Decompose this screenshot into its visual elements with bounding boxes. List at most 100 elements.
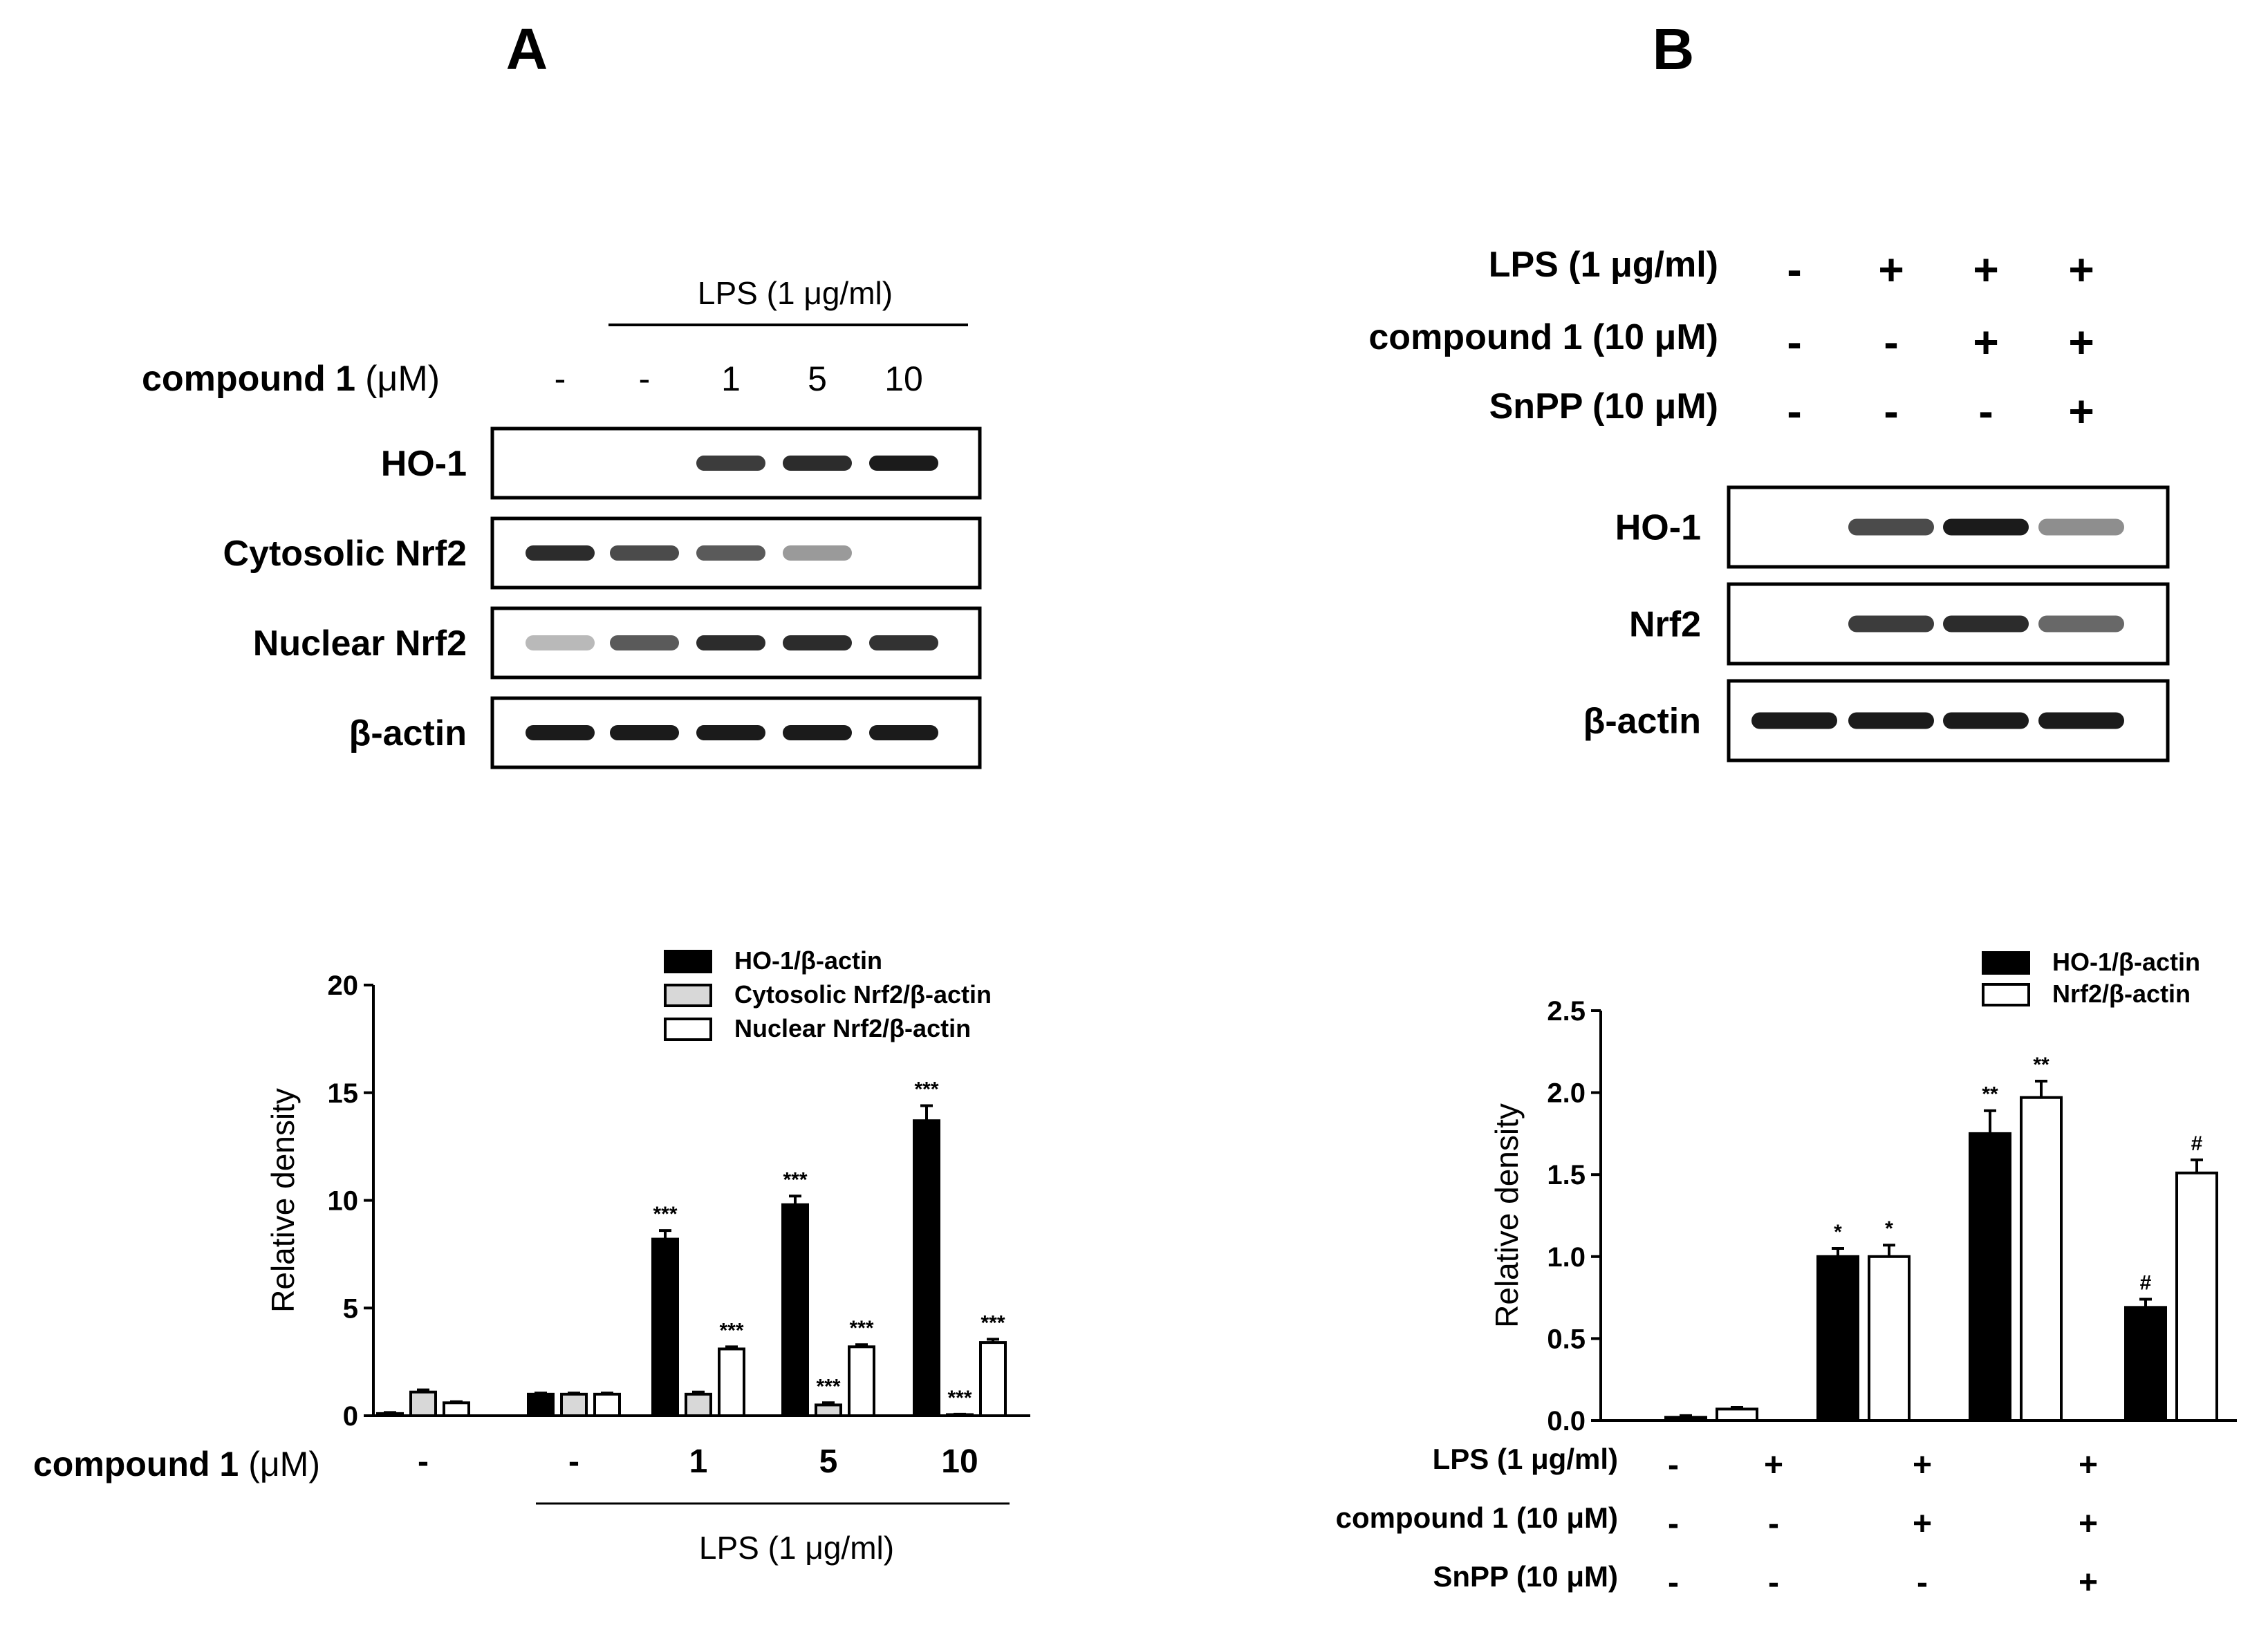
y-tick-label: 5	[343, 1293, 358, 1324]
bar	[718, 1347, 745, 1418]
blot-a-band	[526, 635, 595, 650]
y-tick-label: 2.5	[1547, 996, 1586, 1027]
y-tick-label: 1.5	[1547, 1160, 1586, 1190]
blot-b-condition-value: -	[1787, 245, 1801, 294]
legend-label: Nuclear Nrf2/β-actin	[734, 1014, 971, 1042]
blot-a-band	[696, 456, 765, 471]
chart-a-group-value: 5	[819, 1443, 838, 1480]
blot-b-band	[1943, 518, 2029, 536]
blot-a-band	[783, 456, 852, 471]
bar	[651, 1237, 679, 1417]
blot-a-band	[869, 456, 938, 471]
blot-a-band	[526, 725, 595, 740]
blot-a-lane-value: 5	[808, 359, 827, 398]
legend-label: Cytosolic Nrf2/β-actin	[734, 980, 992, 1009]
significance-label: ***	[816, 1375, 840, 1398]
bar	[848, 1345, 875, 1417]
bar	[815, 1403, 842, 1418]
bar	[2175, 1171, 2218, 1422]
bar	[593, 1392, 621, 1417]
y-tick-label: 10	[328, 1186, 359, 1217]
significance-label: ***	[980, 1311, 1005, 1334]
legend-label: HO-1/β-actin	[734, 946, 882, 975]
blot-b-condition-value: -	[1787, 317, 1801, 367]
chart-b-condition-value: -	[1668, 1506, 1679, 1542]
blot-b: LPS (1 μg/ml) - + + + compound 1 (10 μM) - - + + S…	[1368, 245, 2170, 762]
chart-b-condition-value: +	[1913, 1506, 1932, 1542]
bar	[560, 1392, 588, 1417]
bar	[1969, 1132, 2011, 1423]
blot-b-condition-label: compound 1 (10 μM)	[1368, 317, 1718, 357]
blot-b-condition-value: -	[1978, 386, 1993, 436]
blot-a-band	[610, 635, 679, 650]
blot-a-compound-label: compound 1 (μM)	[142, 359, 440, 399]
compound-name: compound 1	[142, 359, 355, 399]
blot-b-band	[1943, 712, 2029, 729]
significance-label: ***	[947, 1387, 972, 1409]
blot-a-lane-value: -	[639, 359, 651, 398]
chart-a-group-value: -	[568, 1443, 579, 1480]
chart-a-group-value: 10	[941, 1443, 978, 1480]
significance-label: ***	[783, 1168, 807, 1191]
bar	[443, 1401, 470, 1418]
blot-b-condition-value: +	[2068, 386, 2094, 436]
legend-label: HO-1/β-actin	[2052, 948, 2200, 976]
compound-name: compound 1	[33, 1445, 239, 1483]
legend-swatch	[664, 984, 712, 1007]
panel-label-a: A	[506, 17, 548, 82]
blot-b-band	[1751, 712, 1837, 729]
compound-unit: (μM)	[248, 1445, 320, 1483]
blot-b-band	[1943, 615, 2029, 633]
y-tick-label: 20	[328, 971, 359, 1001]
legend-label: Nrf2/β-actin	[2052, 980, 2191, 1008]
significance-label: ***	[719, 1319, 743, 1342]
bar	[2124, 1306, 2167, 1423]
blot-b-condition-label: LPS (1 μg/ml)	[1489, 245, 1718, 285]
blot-b-row-label: Nrf2	[1629, 605, 1701, 645]
chart-b-condition-label: compound 1 (10 μM)	[1336, 1501, 1618, 1534]
bar	[2020, 1096, 2063, 1422]
bar	[376, 1412, 404, 1418]
blot-a-band	[783, 725, 852, 740]
bar	[1868, 1255, 1911, 1423]
blot-b-condition-value: +	[1973, 245, 1998, 294]
blot-a-band	[696, 635, 765, 650]
chart-b-condition-value: +	[1913, 1447, 1932, 1483]
blot-a-lane-value: 1	[721, 359, 741, 398]
blot-b-band	[2038, 518, 2124, 536]
blot-b-row-label: HO-1	[1615, 508, 1701, 548]
blot-a-band	[696, 725, 765, 740]
blot-b-band	[1848, 615, 1934, 633]
y-tick-label: 15	[328, 1078, 359, 1109]
blot-b-band	[2038, 712, 2124, 729]
panel-label-b: B	[1653, 17, 1695, 82]
bar	[1664, 1416, 1707, 1423]
blot-b-condition-value: +	[1973, 317, 1998, 367]
blot-a-lps-label: LPS (1 μg/ml)	[698, 275, 893, 311]
chart-b-condition-value: -	[1768, 1506, 1779, 1542]
blot-a-lane-value: -	[555, 359, 566, 398]
y-tick-label: 0	[343, 1401, 358, 1432]
legend-swatch	[664, 1018, 712, 1041]
chart-b-condition-label: LPS (1 μg/ml)	[1433, 1443, 1618, 1475]
significance-label: ***	[849, 1317, 873, 1340]
chart-a-lps-label: LPS (1 μg/ml)	[699, 1530, 894, 1566]
bar	[1716, 1407, 1758, 1422]
significance-label: #	[2140, 1271, 2152, 1294]
blot-a-band	[783, 635, 852, 650]
chart-b-condition-value: +	[2079, 1447, 2098, 1483]
blot-b-row-label: β-actin	[1583, 702, 1701, 742]
blot-a-band	[869, 635, 938, 650]
legend-swatch	[664, 950, 712, 973]
y-tick-label: 1.0	[1547, 1242, 1586, 1273]
blot-b-condition-value: -	[1787, 386, 1801, 436]
chart-b-condition-value: +	[2079, 1506, 2098, 1542]
blot-a-band	[610, 725, 679, 740]
chart-b-condition-value: -	[1917, 1564, 1928, 1601]
significance-label: *	[1885, 1217, 1893, 1240]
blot-b-condition-value: +	[2068, 245, 2094, 294]
blot-a-row-label: HO-1	[381, 444, 467, 484]
significance-label: *	[1834, 1221, 1842, 1244]
y-tick-label: 0.5	[1547, 1324, 1586, 1354]
blot-a-band	[869, 725, 938, 740]
